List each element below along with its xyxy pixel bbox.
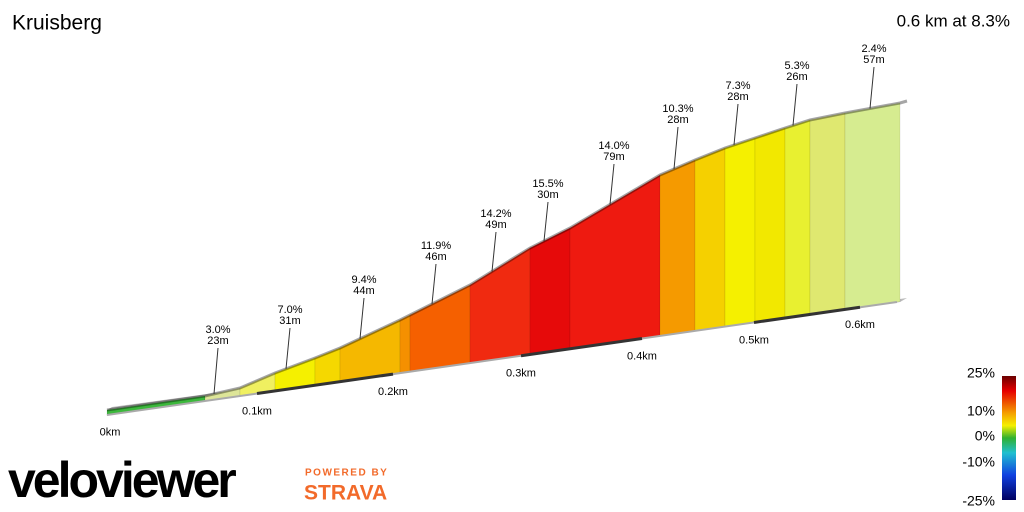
gradient-section [529,227,571,356]
segment-length: 46m [425,251,446,263]
distance-marker [520,336,643,358]
segment-gradient: 11.9% [421,240,452,252]
title: Kruisberg [12,12,102,35]
segment-length: 28m [727,91,748,103]
powered-by: POWERED BY [305,468,388,479]
gradient-scale [1002,376,1016,500]
distance-label: 0.4km [627,350,657,362]
segment-length: 26m [786,71,807,83]
segment-length: 23m [207,335,228,347]
leader-line [609,163,615,205]
logo: veloviewer [8,452,236,508]
segment-length: 28m [667,114,688,126]
gradient-section [694,147,726,332]
gradient-section [844,102,901,311]
gradient-section [724,137,756,328]
distance-label: 0.1km [242,405,272,417]
segment-length: 57m [863,54,884,66]
scale-label: -25% [962,493,995,509]
segment-length: 30m [537,189,558,201]
segment-gradient: 9.4% [351,274,376,286]
segment-gradient: 15.5% [532,178,563,190]
gradient-section [399,314,411,374]
gradient-section [659,159,696,337]
leader-line [543,201,549,242]
segment-gradient: 10.3% [662,103,693,115]
segment-gradient: 5.3% [784,60,809,72]
summary: 0.6 km at 8.3% [897,11,1010,30]
leader-line [213,347,219,394]
leader-line [431,263,437,305]
segment-gradient: 3.0% [205,324,230,336]
leader-line [285,327,291,369]
distance-label: 0.5km [739,334,769,346]
segment-gradient: 14.2% [480,208,511,220]
leader-line [359,297,365,339]
partner-logo: STRAVA [304,482,387,505]
distance-label: 0km [100,426,121,438]
distance-marker [256,372,394,396]
leader-line [733,103,739,146]
segment-length: 79m [603,151,624,163]
ridge [106,99,908,412]
distance-label: 0.3km [506,368,536,380]
profile-shape [106,99,908,416]
segment-gradient: 7.0% [277,304,302,316]
segment-length: 31m [279,315,300,327]
gradient-section [339,319,401,383]
scale-label: 10% [967,403,995,419]
leader-line [673,126,679,170]
segment-gradient: 2.4% [861,43,886,55]
scale-label: 25% [967,365,995,381]
gradient-section [754,127,786,323]
distance-label: 0.2km [378,386,408,398]
leader-line [792,83,798,126]
gradient-section [784,119,811,319]
distance-marker [753,305,861,324]
gradient-section [809,112,846,316]
scale-label: 0% [975,428,995,444]
segment-gradient: 7.3% [725,80,750,92]
segment-length: 44m [353,285,374,297]
segment-gradient: 14.0% [598,140,629,152]
leader-line [869,66,875,109]
segment-length: 49m [485,219,506,231]
scale-label: -10% [962,454,995,470]
leader-line [491,231,497,272]
gradient-section [409,284,471,373]
distance-label: 0.6km [845,319,875,331]
